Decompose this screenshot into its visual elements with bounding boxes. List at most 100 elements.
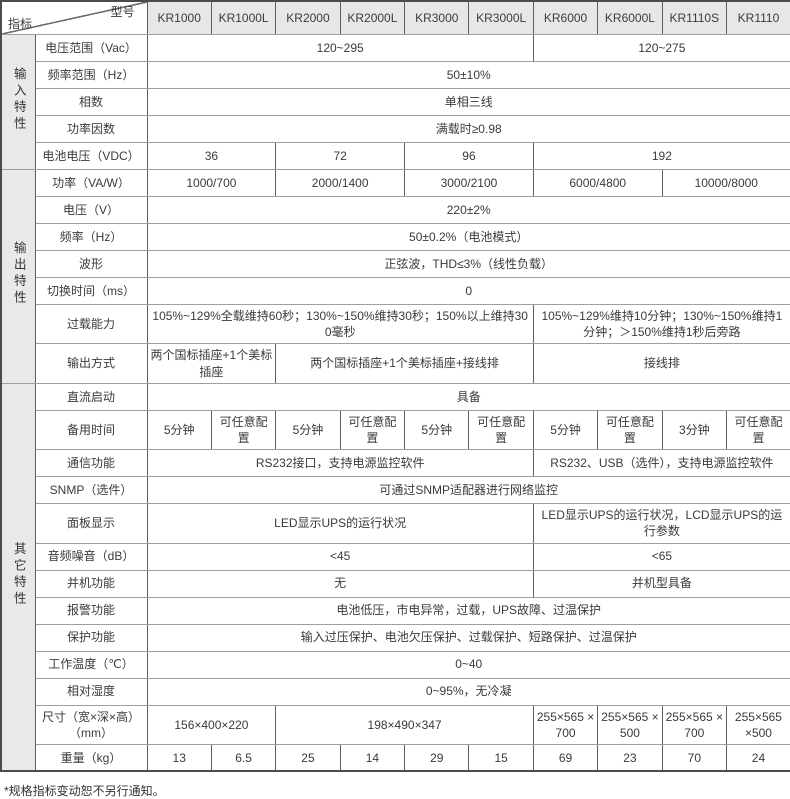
spec-value: 156×400×220 — [146, 704, 277, 745]
spec-value: 可任意配置 — [597, 409, 663, 451]
row-label: 功率（VA/W） — [34, 169, 148, 197]
spec-value: 可任意配置 — [468, 409, 534, 451]
model-header-kr1000: KR1000 — [146, 0, 212, 35]
spec-value: 5分钟 — [404, 409, 470, 451]
model-header-kr3000l: KR3000L — [468, 0, 534, 35]
row-label: 尺寸（宽×深×高）（mm） — [34, 704, 148, 745]
spec-value: 36 — [146, 142, 277, 170]
row-label: 电池电压（VDC） — [34, 142, 148, 170]
spec-value: 5分钟 — [532, 409, 599, 451]
model-header-kr1110s: KR1110S — [661, 0, 728, 35]
row-label: 功率因数 — [34, 115, 148, 143]
spec-value: 13 — [146, 743, 212, 772]
spec-value: 29 — [404, 743, 470, 772]
spec-value: 192 — [532, 142, 790, 170]
row-label: 相数 — [34, 88, 148, 116]
corner-label-index: 指标 — [8, 16, 33, 31]
spec-value: 120~275 — [532, 34, 790, 62]
spec-value: 14 — [339, 743, 406, 772]
table-row: 过载能力 105%~129%全载维持60秒；130%~150%维持30秒；150%… — [1, 303, 790, 345]
table-row: 尺寸（宽×深×高）（mm） 156×400×220 198×490×347 255×5… — [1, 704, 790, 745]
row-label: 电压（V） — [34, 196, 148, 224]
row-label: 相对湿度 — [34, 677, 148, 706]
row-label: 切换时间（ms） — [34, 277, 148, 305]
spec-value: 满载时≥0.98 — [146, 115, 790, 143]
spec-value: 255×565 ×500 — [597, 704, 663, 745]
group-label-text: 输出特性 — [11, 241, 26, 308]
table-row: 输入特性 电压范围（Vac） 120~295 120~275 — [0, 34, 790, 170]
spec-value: 50±0.2%（电池模式） — [146, 223, 790, 251]
spec-value: 70 — [661, 743, 728, 772]
row-label: 面板显示 — [34, 503, 148, 544]
spec-value: 120~295 — [146, 34, 534, 62]
group-label-text: 输入特性 — [11, 66, 26, 133]
spec-value: 198×490×347 — [275, 704, 534, 745]
table-row: 输出方式 两个国标插座+1个美标插座 两个国标插座+1个美标插座+接线排 接线排 — [1, 343, 790, 384]
spec-value: 255×565 ×500 — [726, 704, 790, 745]
model-header-kr3000: KR3000 — [404, 0, 470, 35]
spec-value: 105%~129%全载维持60秒；130%~150%维持30秒；150%以上维持… — [146, 303, 534, 345]
corner-label-model: 型号 — [110, 5, 135, 19]
spec-value: 输入过压保护、电池欠压保护、过载保护、短路保护、过温保护 — [146, 623, 790, 652]
spec-value: 并机型具备 — [532, 569, 790, 598]
spec-value: 50±10% — [146, 61, 790, 89]
spec-value: 10000/8000 — [661, 169, 790, 197]
spec-value: 具备 — [146, 382, 790, 411]
spec-value: 220±2% — [146, 196, 790, 224]
model-header-kr6000l: KR6000L — [597, 0, 663, 35]
spec-value: 0~95%，无冷凝 — [146, 677, 790, 706]
spec-value: 0~40 — [146, 650, 790, 679]
table-row: 功率因数 满载时≥0.98 — [1, 115, 790, 143]
spec-value: 5分钟 — [275, 409, 341, 451]
row-label: 过载能力 — [34, 303, 148, 345]
spec-value: 两个国标插座+1个美标插座 — [146, 343, 277, 384]
row-label: 备用时间 — [34, 409, 148, 451]
table-row: 电池电压（VDC） 36 72 96 192 — [1, 142, 790, 170]
spec-value: 5分钟 — [146, 409, 212, 451]
spec-value: 单相三线 — [146, 88, 790, 116]
table-row: 重量（kg） 13 6.5 25 14 29 15 69 23 70 24 — [1, 743, 790, 772]
header-row: 型号 指标 KR1000 KR1000L KR2000 KR2000L KR3000 KR… — [0, 0, 790, 35]
spec-value: RS232、USB（选件），支持电源监控软件 — [532, 449, 790, 478]
table-row: 面板显示 LED显示UPS的运行状况 LED显示UPS的运行状况，LCD显示UPS的… — [1, 503, 790, 544]
table-row: 并机功能无并机型具备 — [1, 569, 790, 598]
model-header-kr1110: KR1110 — [726, 0, 790, 35]
spec-value: 3000/2100 — [404, 169, 534, 197]
spec-value: 255×565 ×700 — [661, 704, 728, 745]
spec-value: 15 — [468, 743, 534, 772]
spec-value: 6000/4800 — [532, 169, 663, 197]
table-row: 频率（Hz） 50±0.2%（电池模式） — [1, 223, 790, 251]
model-header-kr1000l: KR1000L — [210, 0, 277, 35]
spec-value: 96 — [404, 142, 534, 170]
spec-value: 无 — [146, 569, 534, 598]
table-row: 备用时间 5分钟 可任意配置 5分钟 可任意配置 5分钟 可任意配置 5分钟 可任意配置 3分钟可… — [1, 409, 790, 451]
table-row: 音频噪音（dB） <45 <65 — [1, 542, 790, 571]
spec-value: 电池低压，市电异常，过载，UPS故障、过温保护 — [146, 596, 790, 625]
spec-value: 6.5 — [210, 743, 277, 772]
footer-note: *规格指标变动恕不另行通知。 — [4, 784, 165, 799]
row-label: 直流启动 — [34, 382, 148, 411]
spec-value: RS232接口，支持电源监控软件 — [146, 449, 534, 478]
row-label: 通信功能 — [34, 449, 148, 478]
spec-value: 255×565 ×700 — [532, 704, 599, 745]
table-row: 通信功能 RS232接口，支持电源监控软件 RS232、USB（选件），支持电源监控… — [1, 449, 790, 478]
group-label-0: 输入特性 — [0, 34, 36, 170]
table-row: 保护功能 输入过压保护、电池欠压保护、过载保护、短路保护、过温保护 — [1, 623, 790, 652]
spec-value: <65 — [532, 542, 790, 571]
row-label: 电压范围（Vac） — [34, 34, 148, 62]
table-row: 其它特性 直流启动 具备 — [0, 382, 790, 772]
spec-value: 69 — [532, 743, 599, 772]
spec-value: 0 — [146, 277, 790, 305]
spec-value: 105%~129%维持10分钟；130%~150%维持1分钟；＞150%维持1秒… — [532, 303, 790, 345]
row-label: 重量（kg） — [34, 743, 148, 772]
spec-value: 可任意配置 — [726, 409, 790, 451]
row-label: 并机功能 — [34, 569, 148, 598]
spec-value: LED显示UPS的运行状况，LCD显示UPS的运行参数 — [532, 503, 790, 544]
model-header-kr2000l: KR2000L — [339, 0, 406, 35]
spec-value: 2000/1400 — [275, 169, 406, 197]
table-row: 切换时间（ms） 0 — [1, 277, 790, 305]
spec-value: 两个国标插座+1个美标插座+接线排 — [275, 343, 534, 384]
corner-cell: 型号 指标 — [0, 0, 148, 35]
spec-value: 3分钟 — [661, 409, 728, 451]
table-row: 波形 正弦波，THD≤3%（线性负载） — [1, 250, 790, 278]
